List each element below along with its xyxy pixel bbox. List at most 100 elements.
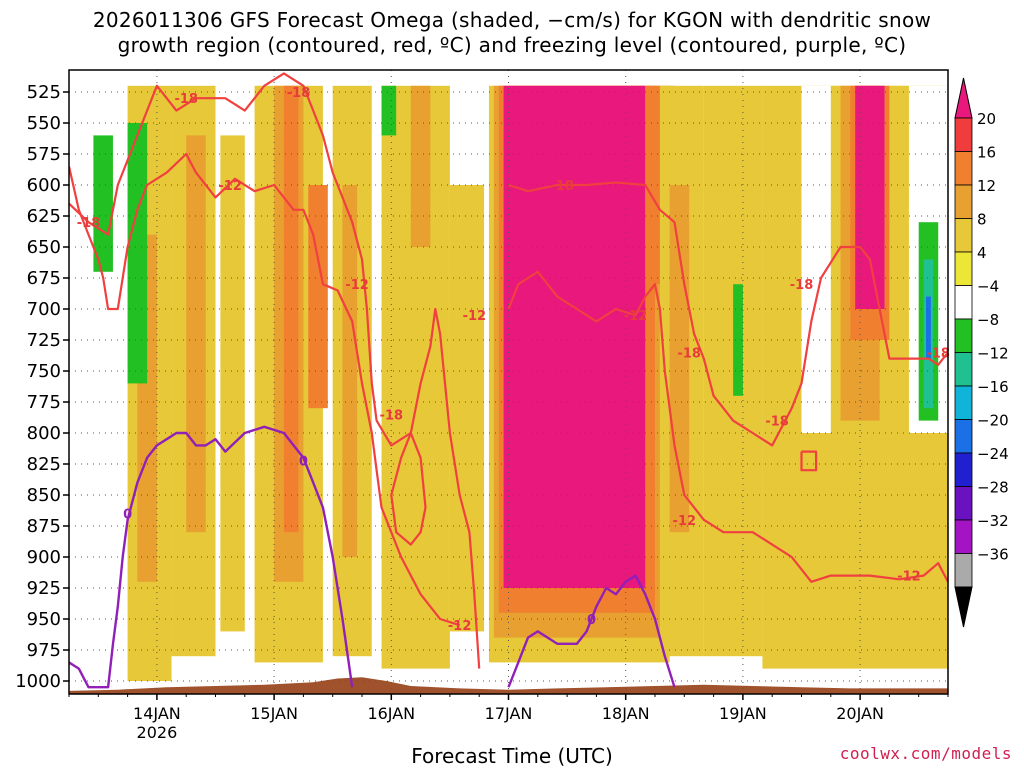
colorbar-label-12: −32 <box>977 512 1009 530</box>
contour-label-14: -12 <box>897 570 921 585</box>
omega-column-24 <box>703 85 763 657</box>
x-axis-label: Forecast Time (UTC) <box>411 744 613 768</box>
colorbar-segment-2 <box>954 151 973 186</box>
colorbar-label-2: 12 <box>977 177 996 195</box>
omega-column-15 <box>381 85 397 136</box>
contour-label-3: -12 <box>218 179 242 194</box>
contour-label-1: -18 <box>287 86 311 101</box>
colorbar-segment-6 <box>954 285 973 320</box>
y-tick-label-975: 975 <box>27 640 61 661</box>
colorbar-segment-13 <box>954 519 973 554</box>
contour-label-7: -12 <box>448 619 472 634</box>
x-tick-label-18JAN: 18JAN <box>602 704 650 723</box>
omega-column-5 <box>186 135 206 533</box>
y-tick-label-725: 725 <box>27 330 61 351</box>
colorbar-segment-11 <box>954 452 973 487</box>
y-tick-label-1000: 1000 <box>15 671 61 692</box>
y-tick-label-525: 525 <box>27 82 61 103</box>
colorbar-segment-7 <box>954 318 973 353</box>
x-tick-label-20JAN: 20JAN <box>836 704 884 723</box>
contour-label-6: -18 <box>380 408 404 423</box>
contour-label-13: -18 <box>765 415 789 430</box>
contour-label-18: 0 <box>587 613 596 628</box>
y-tick-label-750: 750 <box>27 361 61 382</box>
omega-column-34 <box>926 296 931 359</box>
omega-column-12 <box>342 185 358 557</box>
contour-label-17: 0 <box>299 454 308 469</box>
colorbar-segment-8 <box>954 352 973 387</box>
y-tick-label-800: 800 <box>27 423 61 444</box>
terrain <box>69 677 948 694</box>
dgz-contours <box>69 72 948 689</box>
x-tick-label-17JAN: 17JAN <box>485 704 533 723</box>
colorbar-segment-10 <box>954 419 973 454</box>
y-tick-label-775: 775 <box>27 392 61 413</box>
y-tick-label-925: 925 <box>27 578 61 599</box>
colorbar-label-9: −20 <box>977 412 1009 430</box>
y-tick-label-625: 625 <box>27 206 61 227</box>
dgz-contour-4 <box>390 431 427 546</box>
colorbar-label-11: −28 <box>977 479 1009 497</box>
freezing-level-contour-1 <box>69 425 354 689</box>
colorbar-label-0: 20 <box>977 110 996 128</box>
colorbar-top-arrow <box>954 77 973 119</box>
colorbar-label-1: 16 <box>977 144 996 162</box>
contour-labels: -18 -18 -18 -12 -12 -12 -18 -12 -18 -12 -18 -12 -18 -… <box>77 86 950 634</box>
colorbar: 20 16 12 8 4 −4 −8 −12 −16 −20 −24 −28 −32 −36 <box>954 77 1009 628</box>
contour-label-5: -12 <box>463 309 487 324</box>
contour-label-2: -18 <box>77 216 101 231</box>
dgz-contour-5 <box>800 450 818 472</box>
omega-column-16 <box>449 185 485 632</box>
colorbar-segment-12 <box>954 486 973 521</box>
y-axis: 525 550 575 600 625 650 675 700 725 750 775 800 825 8… <box>15 82 69 692</box>
freezing-level-contour-2 <box>507 574 676 688</box>
colorbar-label-4: 4 <box>977 244 987 262</box>
chart-title-line-2: growth region (contoured, red, ºC) and f… <box>117 33 907 57</box>
x-tick-label-14JAN: 14JAN <box>133 704 181 723</box>
omega-column-20 <box>503 85 646 589</box>
y-tick-label-700: 700 <box>27 299 61 320</box>
dgz-contour-0 <box>69 152 461 627</box>
x-tick-label-16JAN: 16JAN <box>367 704 415 723</box>
colorbar-label-6: −8 <box>977 311 999 329</box>
omega-column-14 <box>410 85 431 247</box>
colorbar-segment-3 <box>954 184 973 219</box>
contour-label-4: -12 <box>345 278 369 293</box>
colorbar-segment-1 <box>954 117 973 152</box>
omega-column-3 <box>93 135 113 272</box>
colorbar-bottom-arrow <box>954 586 973 628</box>
contour-label-8: -18 <box>550 179 574 194</box>
chart-title-line-1: 2026011306 GFS Forecast Omega (shaded, −… <box>92 8 932 32</box>
colorbar-label-10: −24 <box>977 445 1009 463</box>
y-tick-label-550: 550 <box>27 113 61 134</box>
credit-text: coolwx.com/models <box>839 744 1012 763</box>
y-tick-label-875: 875 <box>27 516 61 537</box>
omega-column-2 <box>127 123 148 384</box>
y-tick-label-850: 850 <box>27 485 61 506</box>
colorbar-label-5: −4 <box>977 278 999 296</box>
contour-label-0: -18 <box>174 92 198 107</box>
contour-label-11: -12 <box>673 514 697 529</box>
colorbar-label-7: −12 <box>977 345 1009 363</box>
omega-cross-section-chart: -18 -18 -18 -12 -12 -12 -18 -12 -18 -12 -18 -12 -18 -… <box>15 69 1009 742</box>
colorbar-label-8: −16 <box>977 378 1009 396</box>
terrain-fill <box>69 677 948 694</box>
colorbar-segment-4 <box>954 218 973 253</box>
dgz-contour-2 <box>69 72 481 669</box>
omega-column-6 <box>220 135 245 632</box>
dgz-contour-3 <box>508 181 948 447</box>
omega-column-30 <box>855 85 885 309</box>
colorbar-segment-9 <box>954 385 973 420</box>
colorbar-label-13: −36 <box>977 546 1009 564</box>
y-tick-label-600: 600 <box>27 175 61 196</box>
contour-label-9: -12 <box>624 309 648 324</box>
colorbar-label-3: 8 <box>977 211 987 229</box>
colorbar-segment-14 <box>954 553 973 588</box>
x-tick-label-15JAN: 15JAN <box>250 704 298 723</box>
dgz-contour-1 <box>507 270 948 583</box>
y-tick-label-575: 575 <box>27 144 61 165</box>
contour-label-10: -18 <box>677 346 701 361</box>
contour-label-15: -18 <box>926 346 950 361</box>
y-tick-label-900: 900 <box>27 547 61 568</box>
